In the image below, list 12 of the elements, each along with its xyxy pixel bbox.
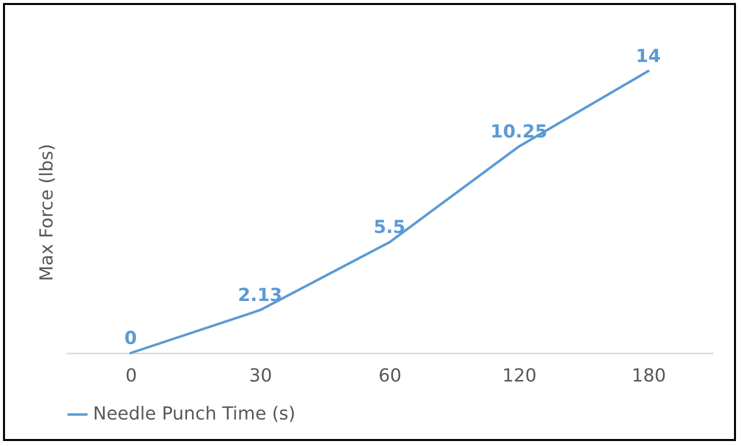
x-tick-label: 0	[125, 366, 137, 386]
x-tick-label: 180	[632, 366, 666, 386]
data-label: 10.25	[490, 122, 548, 143]
x-tick-label: 120	[502, 366, 537, 386]
data-label: 5.5	[374, 217, 406, 238]
x-tick-label: 30	[249, 366, 272, 386]
data-label: 14	[636, 46, 661, 67]
data-label: 0	[124, 328, 137, 349]
legend-label: Needle Punch Time (s)	[93, 404, 296, 424]
x-tick-label: 60	[378, 366, 402, 386]
y-axis-title: Max Force (lbs)	[36, 144, 58, 282]
data-label: 2.13	[238, 285, 282, 306]
